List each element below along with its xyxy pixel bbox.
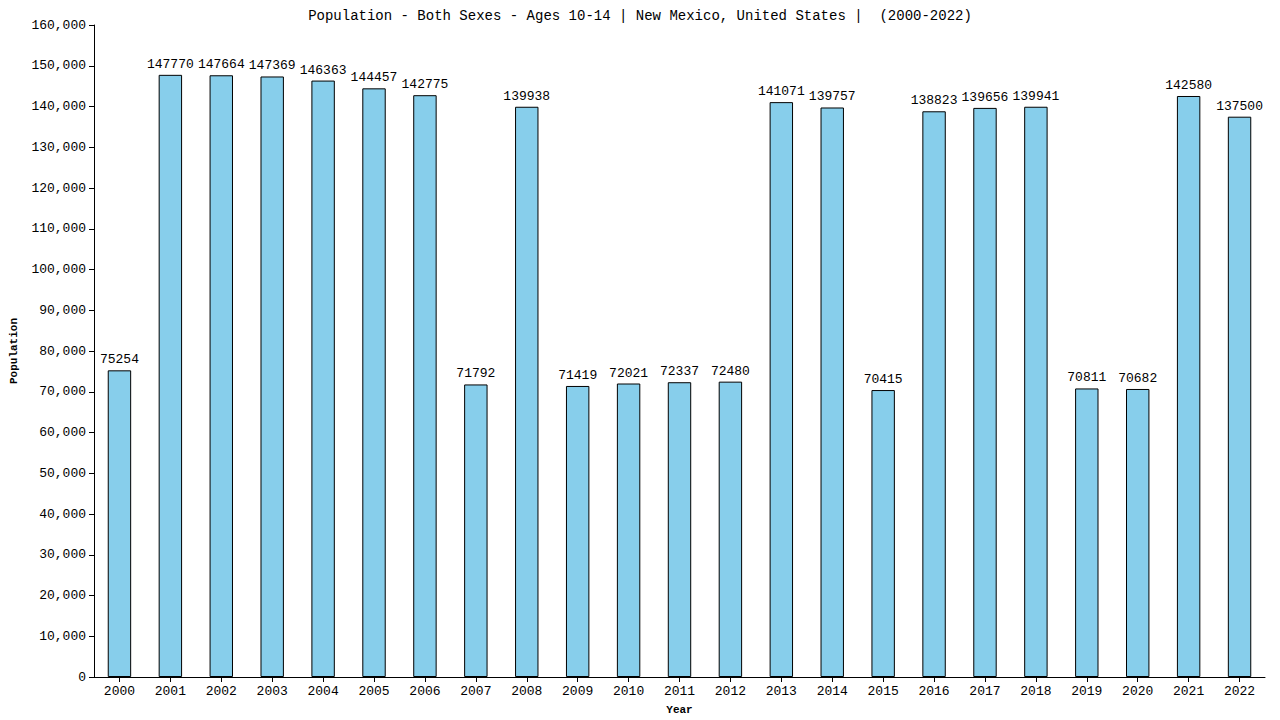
svg-text:2007: 2007 [460,684,491,699]
svg-text:50,000: 50,000 [39,466,86,481]
svg-text:80,000: 80,000 [39,344,86,359]
svg-text:147770: 147770 [147,57,194,72]
svg-text:146363: 146363 [300,63,347,78]
svg-text:2000: 2000 [104,684,135,699]
svg-text:2022: 2022 [1224,684,1255,699]
svg-text:2020: 2020 [1122,684,1153,699]
svg-text:70415: 70415 [864,372,903,387]
svg-text:2016: 2016 [918,684,949,699]
svg-text:139941: 139941 [1012,89,1059,104]
svg-text:2013: 2013 [766,684,797,699]
svg-text:2008: 2008 [511,684,542,699]
svg-text:2010: 2010 [613,684,644,699]
svg-text:137500: 137500 [1216,99,1263,114]
svg-text:30,000: 30,000 [39,547,86,562]
svg-text:10,000: 10,000 [39,629,86,644]
svg-text:2017: 2017 [969,684,1000,699]
svg-text:70,000: 70,000 [39,384,86,399]
svg-text:2014: 2014 [817,684,848,699]
svg-text:142775: 142775 [402,77,449,92]
svg-text:139656: 139656 [962,90,1009,105]
svg-text:Year: Year [666,704,692,716]
svg-text:144457: 144457 [351,70,398,85]
svg-text:147369: 147369 [249,58,296,73]
svg-text:150,000: 150,000 [31,58,86,73]
svg-text:72480: 72480 [711,364,750,379]
svg-text:130,000: 130,000 [31,140,86,155]
svg-text:2005: 2005 [358,684,389,699]
svg-text:90,000: 90,000 [39,303,86,318]
svg-text:70811: 70811 [1067,370,1106,385]
svg-text:71419: 71419 [558,368,597,383]
svg-text:110,000: 110,000 [31,221,86,236]
svg-text:72021: 72021 [609,366,648,381]
svg-text:60,000: 60,000 [39,425,86,440]
svg-text:142580: 142580 [1165,78,1212,93]
svg-text:140,000: 140,000 [31,99,86,114]
svg-text:2015: 2015 [868,684,899,699]
svg-text:20,000: 20,000 [39,588,86,603]
svg-text:2011: 2011 [664,684,695,699]
svg-text:141071: 141071 [758,84,805,99]
svg-text:2006: 2006 [409,684,440,699]
svg-text:120,000: 120,000 [31,181,86,196]
svg-text:2002: 2002 [206,684,237,699]
svg-text:2012: 2012 [715,684,746,699]
svg-text:147664: 147664 [198,57,245,72]
svg-text:2009: 2009 [562,684,593,699]
svg-text:0: 0 [78,670,86,685]
svg-text:Population - Both Sexes - Ages: Population - Both Sexes - Ages 10-14 | N… [308,8,972,24]
svg-text:2018: 2018 [1020,684,1051,699]
svg-text:40,000: 40,000 [39,507,86,522]
svg-text:Population: Population [8,318,20,384]
svg-text:160,000: 160,000 [31,18,86,33]
svg-text:72337: 72337 [660,364,699,379]
svg-text:2004: 2004 [307,684,338,699]
svg-text:2019: 2019 [1071,684,1102,699]
svg-text:2021: 2021 [1173,684,1204,699]
svg-text:2003: 2003 [257,684,288,699]
svg-text:2001: 2001 [155,684,186,699]
svg-text:139938: 139938 [503,89,550,104]
svg-text:71792: 71792 [456,366,495,381]
svg-text:139757: 139757 [809,89,856,104]
svg-text:70682: 70682 [1118,371,1157,386]
svg-text:138823: 138823 [911,93,958,108]
svg-text:100,000: 100,000 [31,262,86,277]
svg-text:75254: 75254 [100,352,139,367]
